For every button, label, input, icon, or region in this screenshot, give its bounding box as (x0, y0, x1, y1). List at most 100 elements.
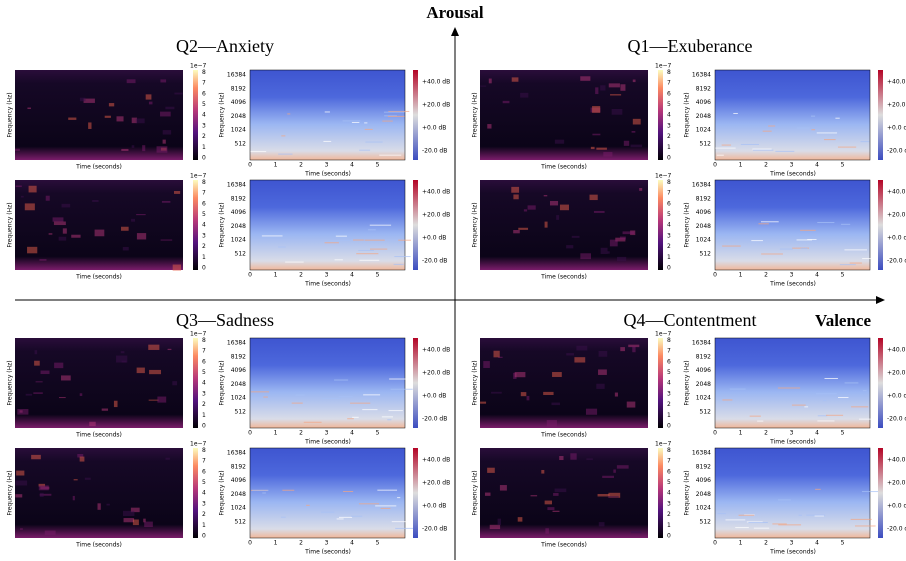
texture (586, 458, 593, 460)
colorbar-tick: 3 (202, 232, 206, 239)
y-tick-label: 2048 (231, 113, 246, 120)
texture (108, 103, 115, 107)
colorbar-tick: 0 (202, 533, 206, 540)
texture (136, 213, 146, 216)
texture (772, 523, 787, 525)
x-tick-label: 0 (713, 430, 717, 437)
x-axis-label: Time (seconds) (75, 164, 122, 171)
x-tick-label: 1 (274, 540, 278, 547)
colorbar (878, 70, 883, 160)
colorbar-tick: +20.0 dB (422, 212, 450, 219)
y-tick-label: 4096 (231, 477, 246, 484)
texture (608, 492, 621, 498)
colorbar-tick: 7 (667, 80, 671, 87)
mel-spectrogram (15, 70, 183, 160)
texture (389, 378, 412, 380)
texture (489, 524, 501, 530)
texture (20, 195, 24, 198)
texture (817, 415, 828, 417)
colorbar-tick: 6 (202, 468, 206, 475)
texture (334, 259, 343, 261)
colorbar-tick: 3 (202, 390, 206, 397)
colorbar-scale: 1e−7 (190, 63, 207, 70)
texture (796, 239, 813, 241)
y-axis-label: Frequency (Hz) (472, 470, 479, 515)
colorbar-tick: 1 (202, 522, 206, 529)
texture (543, 195, 548, 197)
y-axis-label: Frequency (Hz) (7, 92, 14, 137)
colorbar-tick: 5 (202, 211, 206, 218)
colorbar-tick: 4 (667, 222, 671, 229)
x-tick-label: 0 (248, 540, 252, 547)
texture (20, 528, 23, 530)
x-tick-label: 0 (248, 162, 252, 169)
x-axis-label: Time (seconds) (304, 281, 351, 288)
colorbar-tick: +0.0 dB (887, 125, 906, 132)
axis-label: Arousal (426, 3, 484, 22)
colorbar-tick: 3 (667, 500, 671, 507)
texture (616, 465, 629, 469)
texture (52, 217, 64, 222)
texture (130, 507, 140, 513)
texture (350, 402, 371, 404)
texture (626, 401, 636, 408)
texture (149, 369, 162, 375)
colorbar (193, 180, 198, 270)
texture (541, 469, 545, 474)
y-tick-label: 4096 (231, 99, 246, 106)
x-tick-label: 5 (841, 272, 845, 279)
colorbar-tick: 2 (202, 401, 206, 408)
texture (598, 522, 605, 527)
colorbar-tick: 1 (667, 522, 671, 529)
y-tick-label: 4096 (696, 367, 711, 374)
colorbar-scale: 1e−7 (655, 331, 672, 338)
colorbar-tick: 7 (202, 80, 206, 87)
texture (351, 515, 363, 517)
colorbar (413, 338, 418, 428)
texture (841, 223, 851, 225)
colorbar-tick: +20.0 dB (422, 102, 450, 109)
texture (38, 485, 49, 491)
texture (89, 421, 96, 427)
y-tick-label: 1024 (696, 505, 711, 512)
texture (798, 514, 802, 516)
y-tick-label: 512 (700, 519, 712, 526)
texture (44, 530, 56, 535)
texture (796, 127, 810, 129)
quadrant-title: Q1—Exuberance (628, 36, 753, 56)
texture (815, 488, 821, 490)
x-tick-label: 1 (739, 430, 743, 437)
texture (61, 203, 71, 208)
colorbar (658, 180, 663, 270)
texture (554, 488, 567, 493)
x-axis-label: Time (seconds) (540, 542, 587, 549)
texture (25, 393, 33, 396)
y-tick-label: 512 (235, 141, 247, 148)
texture (566, 353, 575, 356)
texture (716, 154, 724, 156)
texture (303, 421, 322, 423)
texture (806, 514, 826, 516)
texture (614, 392, 618, 397)
texture (172, 381, 178, 386)
texture (559, 204, 569, 211)
texture (391, 521, 406, 523)
texture (791, 404, 806, 406)
texture (860, 141, 870, 143)
texture (352, 239, 364, 241)
colorbar-tick: 6 (202, 358, 206, 365)
texture (352, 416, 359, 418)
texture (609, 239, 618, 247)
texture (814, 515, 824, 517)
y-tick-label: 1024 (231, 237, 246, 244)
x-tick-label: 5 (376, 272, 380, 279)
texture (498, 356, 503, 359)
colorbar-tick: 7 (667, 458, 671, 465)
x-tick-label: 3 (790, 540, 794, 547)
texture (837, 146, 857, 148)
stft-spectrogram (249, 447, 406, 539)
texture (174, 191, 181, 194)
texture (632, 118, 641, 125)
texture (79, 97, 86, 102)
texture (620, 347, 625, 352)
